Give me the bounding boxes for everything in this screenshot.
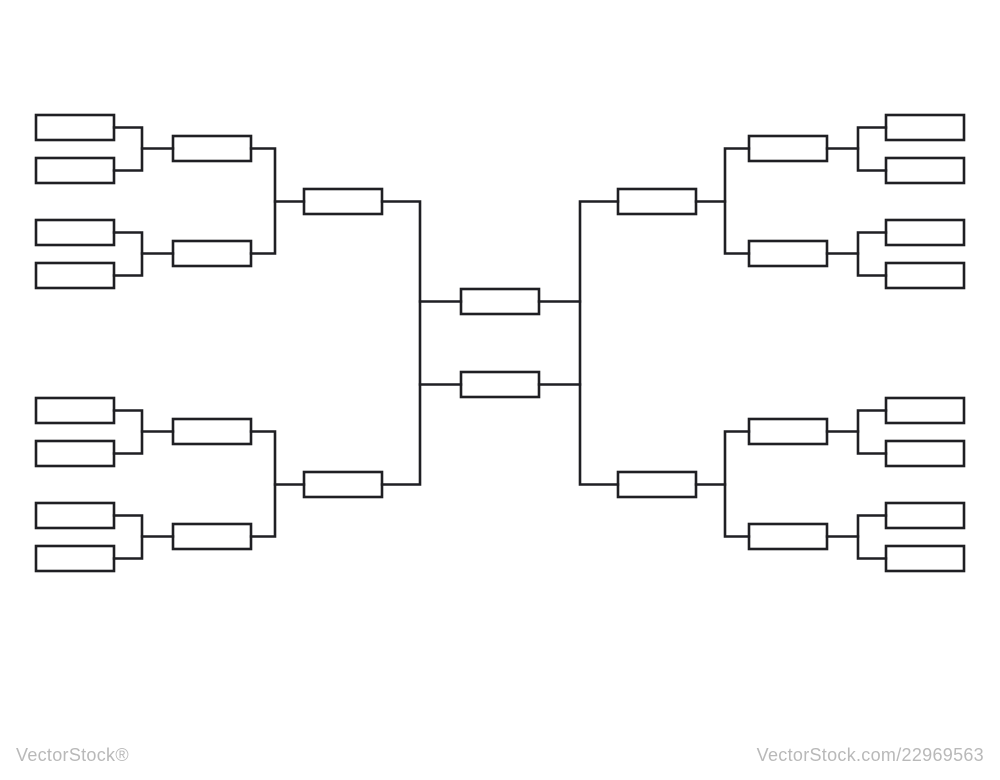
bracket-slot	[461, 289, 539, 314]
bracket-slot	[749, 136, 827, 161]
bracket-slot	[36, 503, 114, 528]
bracket-connector	[114, 516, 142, 559]
bracket-slot	[36, 220, 114, 245]
bracket-connector	[858, 233, 886, 276]
bracket-slot	[36, 441, 114, 466]
bracket-slot	[749, 419, 827, 444]
watermark-left: VectorStock®	[16, 745, 129, 766]
bracket-slot	[886, 158, 964, 183]
bracket-slot	[304, 189, 382, 214]
bracket-connector	[858, 411, 886, 454]
bracket-slot	[36, 158, 114, 183]
bracket-connector	[251, 432, 275, 537]
bracket-connector	[858, 128, 886, 171]
bracket-canvas: VectorStock® VectorStock.com/22969563	[0, 0, 1000, 780]
bracket-slot	[173, 241, 251, 266]
bracket-slot	[461, 372, 539, 397]
bracket-connector	[114, 233, 142, 276]
bracket-slot	[886, 546, 964, 571]
bracket-slot	[618, 189, 696, 214]
bracket-slot	[173, 524, 251, 549]
bracket-slot	[886, 263, 964, 288]
bracket-slot	[749, 524, 827, 549]
bracket-slot	[886, 398, 964, 423]
bracket-connector	[858, 516, 886, 559]
bracket-connector	[382, 202, 420, 485]
bracket-connector	[725, 149, 749, 254]
bracket-slot	[886, 441, 964, 466]
bracket-slot	[749, 241, 827, 266]
bracket-slot	[618, 472, 696, 497]
bracket-slot	[173, 419, 251, 444]
bracket-connector	[114, 411, 142, 454]
bracket-slot	[304, 472, 382, 497]
bracket-slot	[173, 136, 251, 161]
bracket-svg	[0, 0, 1000, 780]
bracket-slot	[36, 398, 114, 423]
bracket-slot	[886, 220, 964, 245]
bracket-connector	[580, 202, 618, 485]
bracket-slot	[36, 546, 114, 571]
watermark-right: VectorStock.com/22969563	[757, 745, 984, 766]
bracket-slot	[886, 503, 964, 528]
bracket-connector	[725, 432, 749, 537]
bracket-connector	[251, 149, 275, 254]
bracket-connector	[114, 128, 142, 171]
bracket-slot	[36, 115, 114, 140]
bracket-slot	[886, 115, 964, 140]
bracket-slot	[36, 263, 114, 288]
